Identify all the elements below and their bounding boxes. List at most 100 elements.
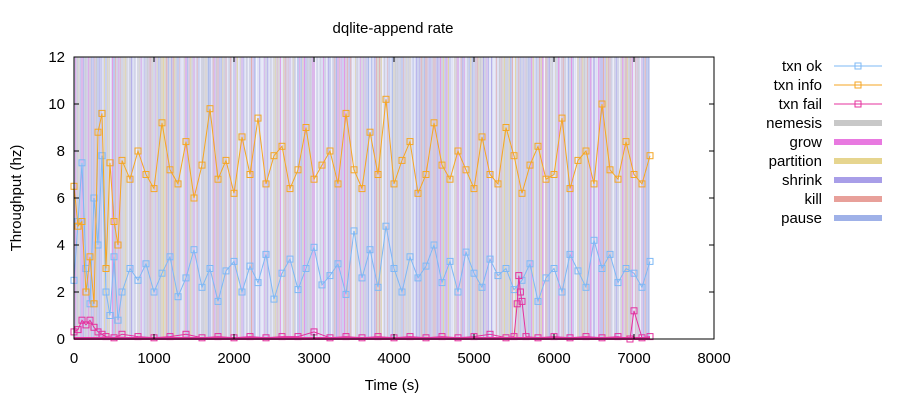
y-axis-label: Throughput (hz) — [8, 145, 25, 252]
data-point-txn-ok — [302, 265, 310, 272]
data-point-txn-ok — [542, 274, 550, 282]
data-point-txn-info — [94, 128, 102, 136]
legend: txn ok txn info txn fail nemesis grow partiti… — [766, 58, 882, 227]
axes: 0 1000 2000 3000 4000 5000 6000 7000 8000 0 2 4 6 8 10… — [48, 49, 730, 367]
data-point-txn-fail — [516, 288, 524, 296]
data-point-txn-info — [614, 175, 622, 183]
legend-swatch — [834, 120, 882, 126]
data-point-txn-info — [182, 138, 190, 146]
data-point-txn-info — [574, 156, 582, 164]
data-point-txn-ok — [262, 250, 270, 258]
data-point-txn-ok — [598, 265, 606, 272]
data-point-txn-ok — [606, 250, 614, 258]
data-point-txn-info — [422, 171, 430, 178]
legend-label: partition — [769, 153, 822, 170]
data-point-txn-info — [326, 147, 334, 155]
data-point-txn-info — [598, 100, 606, 108]
data-point-txn-info — [142, 171, 150, 178]
data-point-txn-ok — [318, 281, 326, 289]
legend-entry-txn-fail: txn fail — [779, 96, 882, 113]
data-point-txn-ok — [614, 279, 622, 287]
legend-marker — [854, 81, 862, 89]
data-point-txn-ok — [638, 283, 646, 291]
data-point-txn-info — [86, 253, 94, 261]
series-txn-info — [70, 95, 654, 308]
data-point-txn-info — [398, 156, 406, 164]
data-point-txn-ok — [326, 272, 334, 280]
data-point-txn-fail — [90, 323, 98, 331]
legend-swatch — [834, 196, 882, 202]
data-point-txn-info — [350, 166, 358, 174]
data-point-txn-ok — [374, 283, 382, 291]
data-point-txn-info — [198, 161, 206, 169]
data-point-txn-ok — [358, 274, 366, 282]
data-point-txn-ok — [382, 222, 390, 230]
data-point-txn-ok — [478, 283, 486, 291]
data-point-txn-ok — [102, 288, 110, 296]
x-tick-label: 7000 — [617, 350, 650, 367]
data-point-txn-ok — [114, 316, 122, 324]
legend-entry-grow: grow — [789, 134, 882, 151]
data-point-txn-ok — [190, 246, 198, 254]
series-line-txn-ok — [73, 155, 651, 321]
data-point-txn-fail — [513, 300, 521, 308]
legend-label: txn fail — [779, 96, 822, 113]
x-tick-label: 3000 — [297, 350, 330, 367]
data-point-txn-ok — [582, 283, 590, 291]
data-point-txn-ok — [494, 272, 502, 280]
data-point-txn-ok — [198, 283, 206, 291]
y-tick-label: 10 — [48, 96, 65, 113]
data-point-txn-info — [246, 171, 254, 178]
data-point-txn-info — [510, 152, 518, 160]
data-point-txn-ok — [334, 260, 342, 268]
data-point-txn-ok — [278, 269, 286, 277]
y-tick-label: 2 — [57, 284, 65, 301]
data-point-txn-ok — [350, 227, 358, 235]
data-point-txn-info — [150, 185, 158, 193]
legend-label: grow — [789, 134, 822, 151]
data-point-txn-ok — [422, 262, 430, 270]
legend-swatch — [834, 215, 882, 221]
data-point-txn-info — [454, 147, 462, 155]
data-point-txn-ok — [630, 269, 638, 277]
data-point-txn-info — [302, 124, 310, 131]
data-point-txn-ok — [366, 246, 374, 254]
data-point-txn-ok — [118, 288, 126, 296]
data-point-txn-ok — [222, 267, 230, 275]
data-point-txn-info — [358, 185, 366, 193]
data-point-txn-info — [74, 222, 82, 230]
y-tick-label: 6 — [57, 190, 65, 207]
data-point-txn-info — [230, 189, 238, 197]
data-point-txn-info — [622, 138, 630, 146]
data-point-txn-ok — [110, 253, 118, 261]
legend-label: kill — [805, 191, 823, 208]
data-point-txn-fail — [82, 321, 90, 329]
data-point-txn-ok — [470, 269, 478, 277]
legend-label: nemesis — [766, 115, 822, 132]
data-point-txn-info — [118, 156, 126, 164]
data-point-txn-ok — [342, 290, 350, 298]
data-point-txn-info — [606, 166, 614, 174]
data-point-txn-ok — [534, 297, 542, 305]
data-point-txn-ok — [550, 265, 558, 272]
data-point-txn-info — [406, 138, 414, 146]
data-point-txn-info — [534, 142, 542, 150]
data-point-txn-info — [90, 300, 98, 308]
data-point-txn-ok — [526, 260, 534, 268]
data-point-txn-info — [114, 241, 122, 249]
x-tick-label: 4000 — [377, 350, 410, 367]
legend-label: shrink — [782, 172, 823, 189]
data-point-txn-info — [134, 147, 142, 155]
data-point-txn-ok — [142, 260, 150, 268]
data-point-txn-ok — [98, 152, 106, 160]
data-point-txn-ok — [446, 257, 454, 265]
data-point-txn-ok — [566, 250, 574, 258]
data-point-txn-fail — [74, 326, 82, 334]
nemesis-bands — [73, 57, 650, 339]
data-point-txn-fail — [78, 316, 86, 324]
data-point-txn-info — [214, 175, 222, 183]
data-point-txn-ok — [90, 194, 98, 202]
data-point-txn-ok — [238, 288, 246, 296]
legend-marker — [854, 100, 862, 108]
series-line-txn-info — [73, 99, 651, 304]
